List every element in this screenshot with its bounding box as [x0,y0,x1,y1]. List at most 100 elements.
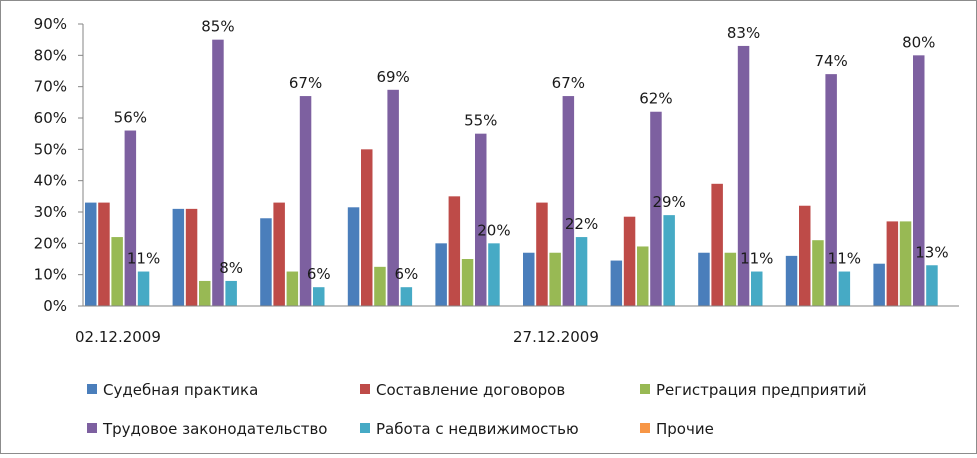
bar [124,130,137,306]
data-label: 74% [814,52,847,70]
bar [347,207,360,306]
bar [724,252,737,306]
y-tick-label: 60% [34,109,67,127]
bar [299,96,312,306]
bar [737,45,750,306]
data-label: 56% [114,109,147,127]
data-label: 8% [219,259,243,277]
bar [435,243,447,306]
bar [623,216,636,306]
bar [387,89,399,306]
bar [536,202,548,306]
data-label: 11% [828,250,861,268]
legend-label: Составление договоров [376,381,565,399]
data-label: 20% [477,221,510,239]
data-label: 85% [201,18,234,36]
legend-label: Судебная практика [103,381,258,399]
y-tick-label: 0% [43,297,67,315]
data-label: 13% [915,243,948,261]
legend: Судебная практика Составление договоров Ре… [87,381,867,438]
data-label: 83% [727,24,760,42]
bar [926,265,938,306]
bar [886,221,899,306]
bar [610,260,623,306]
x-category-label: 02.12.2009 [75,328,161,346]
bar [650,111,662,306]
data-label: 6% [394,265,418,283]
bar [488,243,500,306]
bar [98,202,110,306]
y-axis-labels: 0% 10% 20% 30% 40% 50% 60% 70% 80% 90% [34,15,67,315]
legend-swatch [640,423,650,433]
bar [549,252,561,306]
x-category-label: 27.12.2009 [513,328,599,346]
data-label: 22% [565,215,598,233]
y-tick-label: 30% [34,203,67,221]
bar [225,280,237,306]
y-tick-label: 50% [34,140,67,158]
bar [212,39,224,307]
legend-swatch [87,423,97,433]
bar [523,252,535,306]
y-tick-label: 90% [34,15,67,33]
data-label: 80% [902,33,935,51]
legend-swatch [640,384,650,394]
bar [825,74,837,306]
bar [562,96,575,306]
bar [899,221,912,306]
bar [286,271,299,306]
bar [273,202,285,306]
bar [400,287,413,306]
y-tick-label: 40% [34,172,67,190]
bar [361,149,373,306]
axes [78,23,959,307]
bar [199,280,211,306]
bar [461,259,474,306]
bar [913,55,925,307]
bar [374,266,386,306]
data-label: 29% [652,193,685,211]
legend-label: Работа с недвижимостью [376,420,579,438]
bar [698,252,710,306]
bar [111,237,123,306]
y-tick-label: 80% [34,46,67,64]
bar [475,133,487,306]
bar [185,208,198,306]
data-label: 62% [639,90,672,108]
legend-swatch [360,423,370,433]
bar [751,271,763,306]
bar [448,196,461,306]
bar [575,237,588,306]
bar [260,218,272,306]
data-label: 55% [464,112,497,130]
data-labels: 56% 85% 67% 69% 55% 67% 62% 83% 74% 80% 11% 8% 6% 6% 2… [114,18,949,284]
data-label: 6% [307,265,331,283]
bar [785,255,798,306]
legend-label: Трудовое законодательство [102,420,327,438]
y-tick-label: 10% [34,266,67,284]
y-tick-label: 20% [34,234,67,252]
bars [85,39,938,307]
bar [85,202,97,306]
legend-swatch [360,384,370,394]
x-axis-categories: 02.12.2009 27.12.2009 [75,328,599,346]
bar [172,208,185,306]
data-label: 69% [376,68,409,86]
legend-label: Прочие [656,420,714,438]
data-label: 67% [289,74,322,92]
legend-label: Регистрация предприятий [656,381,867,399]
bar [137,271,150,306]
bar [838,271,851,306]
bar [812,240,824,306]
data-label: 11% [127,250,160,268]
bar [663,215,675,306]
bar [637,246,649,306]
bar [313,287,325,306]
bar [711,183,723,306]
y-tick-label: 70% [34,78,67,96]
bar [799,205,811,306]
data-label: 67% [552,74,585,92]
bar [873,263,885,306]
